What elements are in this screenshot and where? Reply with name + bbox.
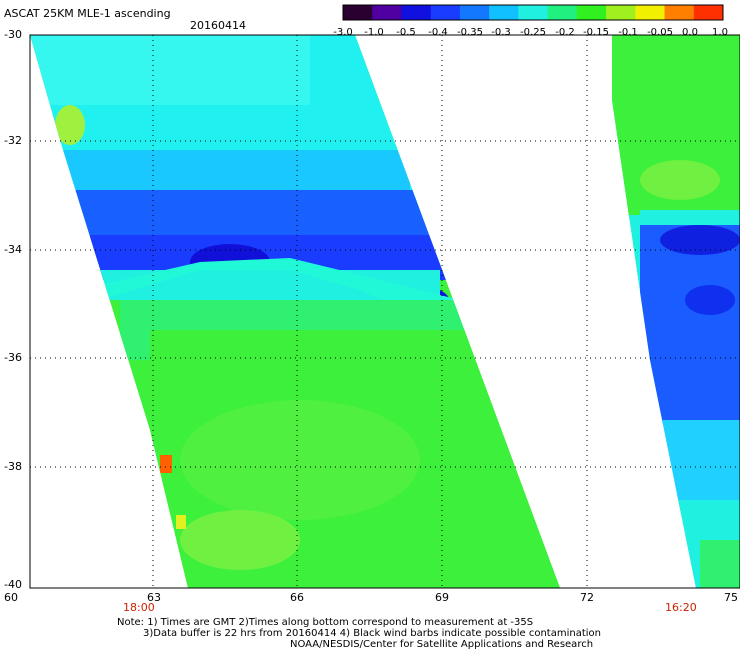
product-title: ASCAT 25KM MLE-1 ascending [4,7,171,20]
colorbar [343,5,724,20]
colorbar-segment [459,5,490,20]
colorbar-label: -1.0 [364,27,384,38]
colorbar-segment [635,5,666,20]
colorbar-segment [372,5,402,20]
colorbar-segment [518,5,549,20]
colorbar-segment [430,5,461,20]
colorbar-label: -0.15 [583,27,609,38]
colorbar-segment [576,5,607,20]
y-label: -40 [4,578,22,591]
colorbar-segment [489,5,519,20]
note-line: 3)Data buffer is 22 hrs from 20160414 4)… [143,628,601,639]
colorbar-label: -0.2 [555,27,575,38]
colorbar-label: -0.35 [457,27,483,38]
y-label: -30 [4,28,22,41]
y-label: -36 [4,351,22,364]
product-date: 20160414 [190,19,246,32]
colorbar-segment [606,5,636,20]
note-line: NOAA/NESDIS/Center for Satellite Applica… [290,639,594,650]
x-label: 66 [290,591,304,604]
x-label: 75 [724,591,738,604]
colorbar-segment [343,5,373,20]
time-label: 16:20 [665,601,697,614]
x-label: 72 [580,591,594,604]
time-label: 18:00 [123,601,155,614]
y-label: -34 [4,243,22,256]
x-label: 69 [435,591,449,604]
colorbar-segment [401,5,432,20]
colorbar-segment [547,5,578,20]
x-label: 60 [4,591,18,604]
colorbar-label: -0.4 [428,27,448,38]
colorbar-label: 1.0 [712,27,728,38]
colorbar-label: -0.3 [491,27,511,38]
x-label: 63 [147,591,161,604]
swath-a [30,35,560,588]
colorbar-label: -0.05 [647,27,673,38]
colorbar-label: -3.0 [333,27,353,38]
note-line: Note: 1) Times are GMT 2)Times along bot… [117,617,534,628]
colorbar-segment [664,5,695,20]
grid [30,35,740,588]
colorbar-label: -0.25 [520,27,546,38]
colorbar-frame [342,4,724,21]
colorbar-label: 0.0 [682,27,698,38]
plot-frame [29,34,740,589]
colorbar-segment [693,5,724,20]
swath-b [612,35,740,588]
y-label: -32 [4,134,22,147]
colorbar-label: -0.5 [396,27,416,38]
y-label: -38 [4,460,22,473]
colorbar-label: -0.1 [618,27,638,38]
